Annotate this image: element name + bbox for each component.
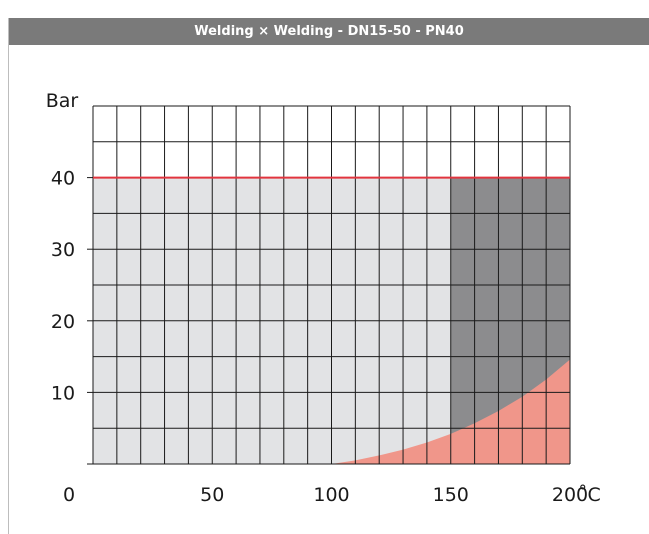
- curve-area: [331, 359, 570, 464]
- x-tick-label: 50: [200, 484, 224, 506]
- x-tick-label: 200: [552, 484, 588, 506]
- chart-title: Welding × Welding - DN15-50 - PN40: [9, 18, 649, 45]
- x-unit-label: ˚C: [578, 484, 601, 506]
- y-tick-label: 10: [51, 382, 75, 404]
- x-tick-label: 100: [313, 484, 349, 506]
- y-axis-label: Bar: [46, 90, 79, 112]
- y-tick-label: 30: [51, 239, 75, 261]
- x-tick-label: 150: [433, 484, 469, 506]
- y-tick-label: 20: [51, 311, 75, 333]
- chart-frame: [8, 18, 649, 534]
- x-tick-label: 0: [63, 484, 75, 506]
- y-tick-label: 40: [51, 168, 75, 190]
